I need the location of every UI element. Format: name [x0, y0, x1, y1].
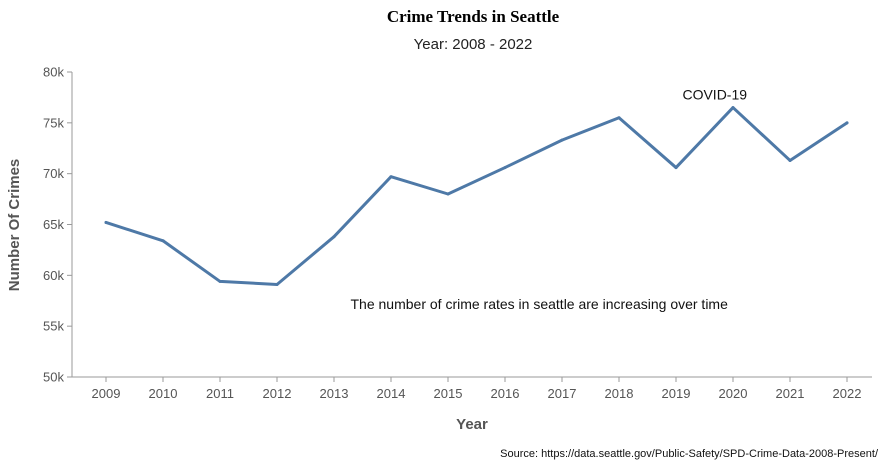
- y-tick-label: 50k: [43, 370, 64, 385]
- x-tick-label: 2022: [833, 386, 862, 401]
- x-tick-label: 2018: [605, 386, 634, 401]
- x-tick-label: 2019: [662, 386, 691, 401]
- data-point: [332, 235, 336, 239]
- x-tick-label: 2015: [434, 386, 463, 401]
- x-tick-label: 2017: [548, 386, 577, 401]
- data-point: [275, 282, 279, 286]
- data-point: [503, 166, 507, 170]
- data-point: [104, 220, 108, 224]
- data-point: [560, 138, 564, 142]
- y-tick-label: 70k: [43, 166, 64, 181]
- data-point: [845, 121, 849, 125]
- annotations: COVID-19 The number of crime rates in sea…: [351, 86, 748, 311]
- y-ticks: 50k 55k 60k 65k 70k 75k 80k: [43, 65, 72, 385]
- y-axis-label: Number Of Crimes: [6, 159, 23, 292]
- x-tick-label: 2016: [491, 386, 520, 401]
- data-point: [788, 158, 792, 162]
- series-line: [104, 106, 849, 286]
- y-tick-label: 60k: [43, 268, 64, 283]
- y-tick-label: 55k: [43, 319, 64, 334]
- series-group: [104, 106, 849, 286]
- data-point: [161, 239, 165, 243]
- x-tick-label: 2014: [377, 386, 406, 401]
- data-point: [218, 279, 222, 283]
- x-tick-label: 2013: [320, 386, 349, 401]
- x-tick-label: 2020: [719, 386, 748, 401]
- x-tick-label: 2010: [149, 386, 178, 401]
- x-axis-label: Year: [456, 416, 488, 433]
- y-tick-label: 80k: [43, 65, 64, 80]
- data-point: [731, 106, 735, 110]
- data-point: [389, 175, 393, 179]
- axes: [71, 72, 872, 378]
- x-tick-label: 2012: [263, 386, 292, 401]
- source-note: Source: https://data.seattle.gov/Public-…: [500, 448, 879, 460]
- chart-title: Crime Trends in Seattle: [387, 7, 560, 26]
- annotation-label: COVID-19: [682, 86, 747, 102]
- x-tick-label: 2021: [776, 386, 805, 401]
- data-point: [617, 116, 621, 120]
- chart-subtitle: Year: 2008 - 2022: [414, 36, 533, 53]
- y-tick-label: 65k: [43, 217, 64, 232]
- data-point: [674, 166, 678, 170]
- x-ticks: 2009 2010 2011 2012 2013 2014 2015 2016 2017 2018…: [92, 377, 862, 401]
- data-point: [446, 192, 450, 196]
- annotation-label: The number of crime rates in seattle are…: [351, 296, 729, 312]
- y-tick-label: 75k: [43, 115, 64, 130]
- x-tick-label: 2011: [206, 386, 234, 401]
- x-tick-label: 2009: [92, 386, 121, 401]
